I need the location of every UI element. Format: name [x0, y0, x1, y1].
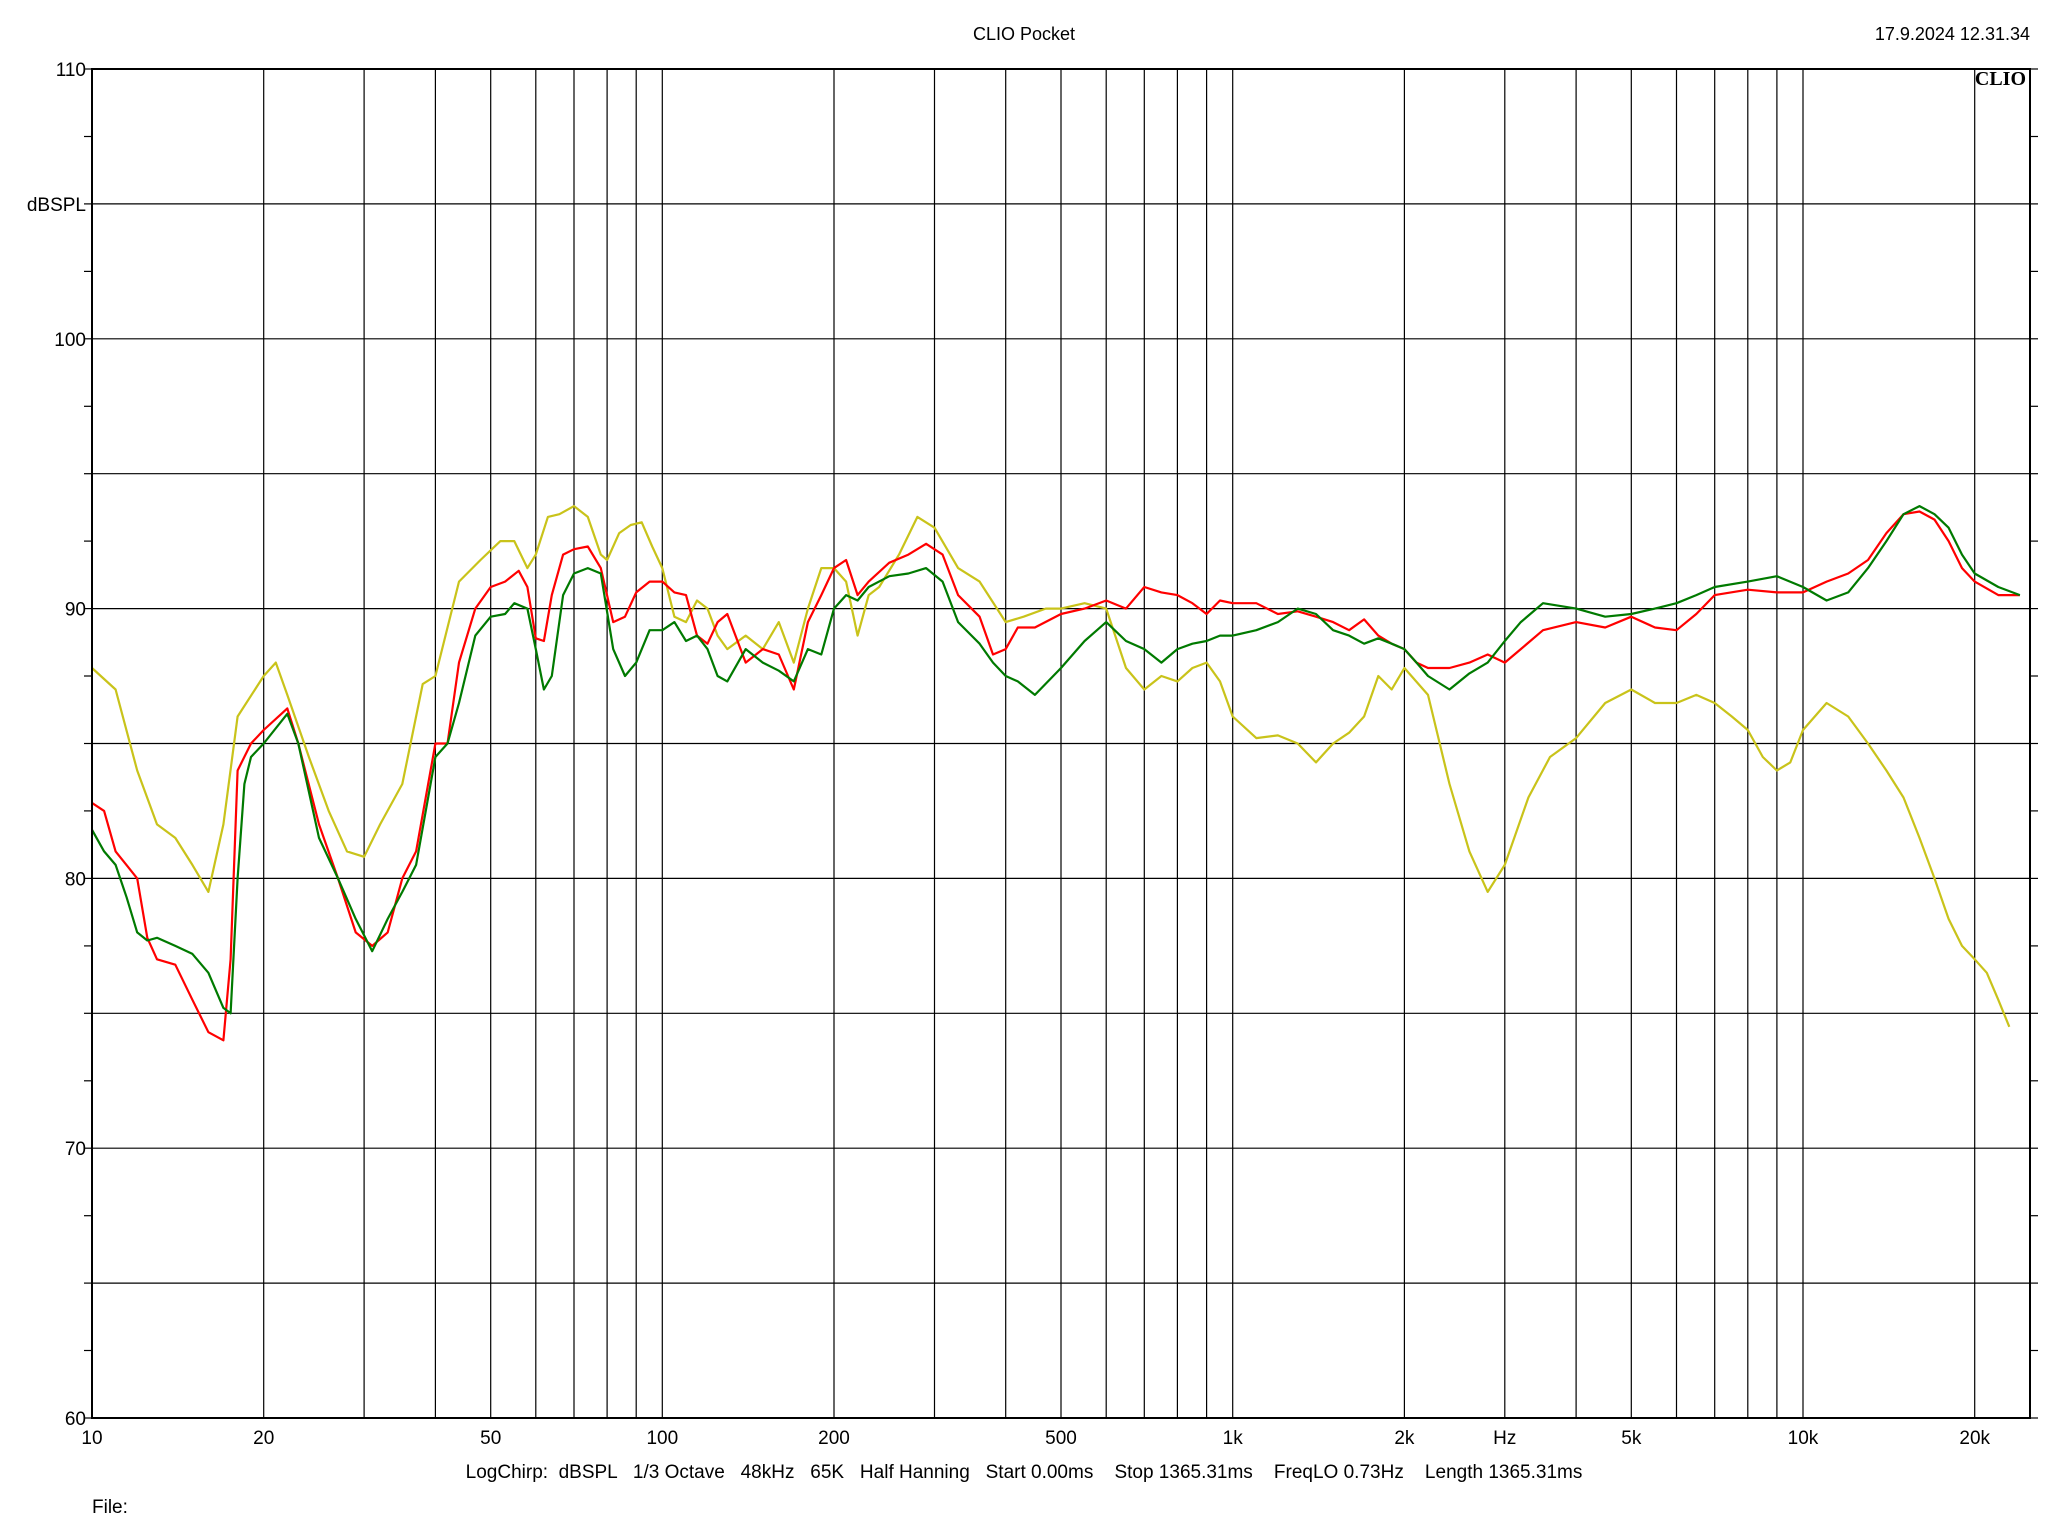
x-tick-label-0: 10 [81, 1428, 102, 1449]
x-tick-label-11: 20k [1959, 1428, 1990, 1449]
chart-grid [84, 68, 2038, 1419]
x-tick-label-9: 5k [1621, 1428, 1642, 1449]
x-tick-label-8: Hz [1493, 1428, 1516, 1449]
x-tick-label-10: 10k [1788, 1428, 1819, 1449]
series-lines [91, 505, 2021, 1042]
chart-title: CLIO Pocket [972, 24, 1076, 44]
series-line-0 [91, 505, 2011, 1028]
x-tick-label-4: 200 [818, 1428, 850, 1449]
y-tick-label-6: 60 [65, 1409, 86, 1430]
x-tick-label-7: 2k [1394, 1428, 1415, 1449]
y-tick-label-2: 100 [54, 330, 86, 351]
timestamp: 17.9.2024 12.31.34 [1874, 24, 2030, 44]
clio-logo: CLIO [1975, 68, 2026, 90]
plot-frame [91, 68, 2031, 1419]
series-line-2 [91, 505, 2021, 1015]
y-tick-label-0: 110 [56, 60, 86, 81]
y-tick-label-5: 70 [65, 1139, 86, 1160]
series-line-1 [91, 510, 2020, 1042]
y-tick-label-1: dBSPL [27, 195, 86, 216]
y-tick-label-3: 90 [65, 600, 86, 621]
y-axis-ticks: 110 dBSPL 100 90 80 70 60 [27, 60, 86, 1430]
x-tick-label-1: 20 [253, 1428, 274, 1449]
x-tick-label-3: 100 [646, 1428, 678, 1449]
file-label: File: [92, 1497, 128, 1518]
y-tick-label-4: 80 [65, 869, 86, 890]
measurement-parameters: LogChirp: dBSPL 1/3 Octave 48kHz 65K Hal… [465, 1462, 1583, 1483]
x-tick-label-2: 50 [480, 1428, 501, 1449]
x-tick-label-6: 1k [1223, 1428, 1244, 1449]
x-axis-ticks: 10 20 50 100 200 500 1k 2k Hz 5k 10k 20k [81, 1428, 1990, 1449]
x-tick-label-5: 500 [1045, 1428, 1077, 1449]
